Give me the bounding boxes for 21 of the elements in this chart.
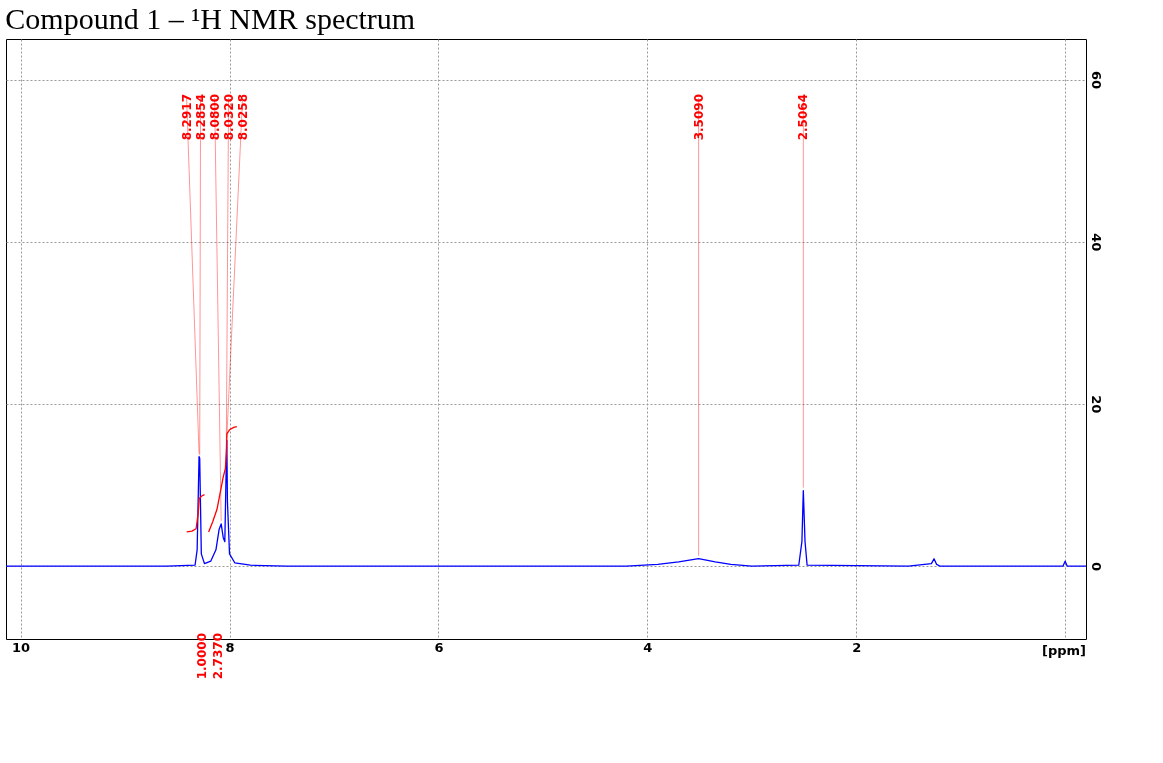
x-tick-label: 10: [12, 639, 31, 655]
annotation: 2.7370: [211, 633, 225, 680]
annotation: 3.5090: [691, 94, 706, 141]
annotation: 1.0000: [195, 633, 209, 680]
y-tick-label: 0: [1088, 562, 1104, 572]
y-tick-label: 40: [1088, 233, 1104, 252]
x-axis-title: [ppm]: [1041, 643, 1086, 658]
chart-title: Compound 1 – ¹H NMR spectrum: [5, 2, 416, 35]
annotation: 8.2854: [193, 94, 208, 141]
annotation: 8.2917: [179, 94, 194, 141]
x-tick-label: 4: [643, 639, 653, 655]
line-series: [186, 494, 206, 533]
y-tick-label: 60: [1088, 70, 1104, 90]
annotation: 8.0320: [221, 94, 236, 141]
annotation: 8.0800: [207, 94, 222, 141]
y-tick-label: 20: [1088, 395, 1104, 414]
annotation: 8.0258: [235, 94, 250, 141]
x-tick-label: 6: [434, 639, 444, 655]
x-tick-label: 2: [852, 639, 862, 655]
x-tick-label: 8: [225, 639, 235, 655]
annotation: 2.5064: [796, 94, 811, 141]
